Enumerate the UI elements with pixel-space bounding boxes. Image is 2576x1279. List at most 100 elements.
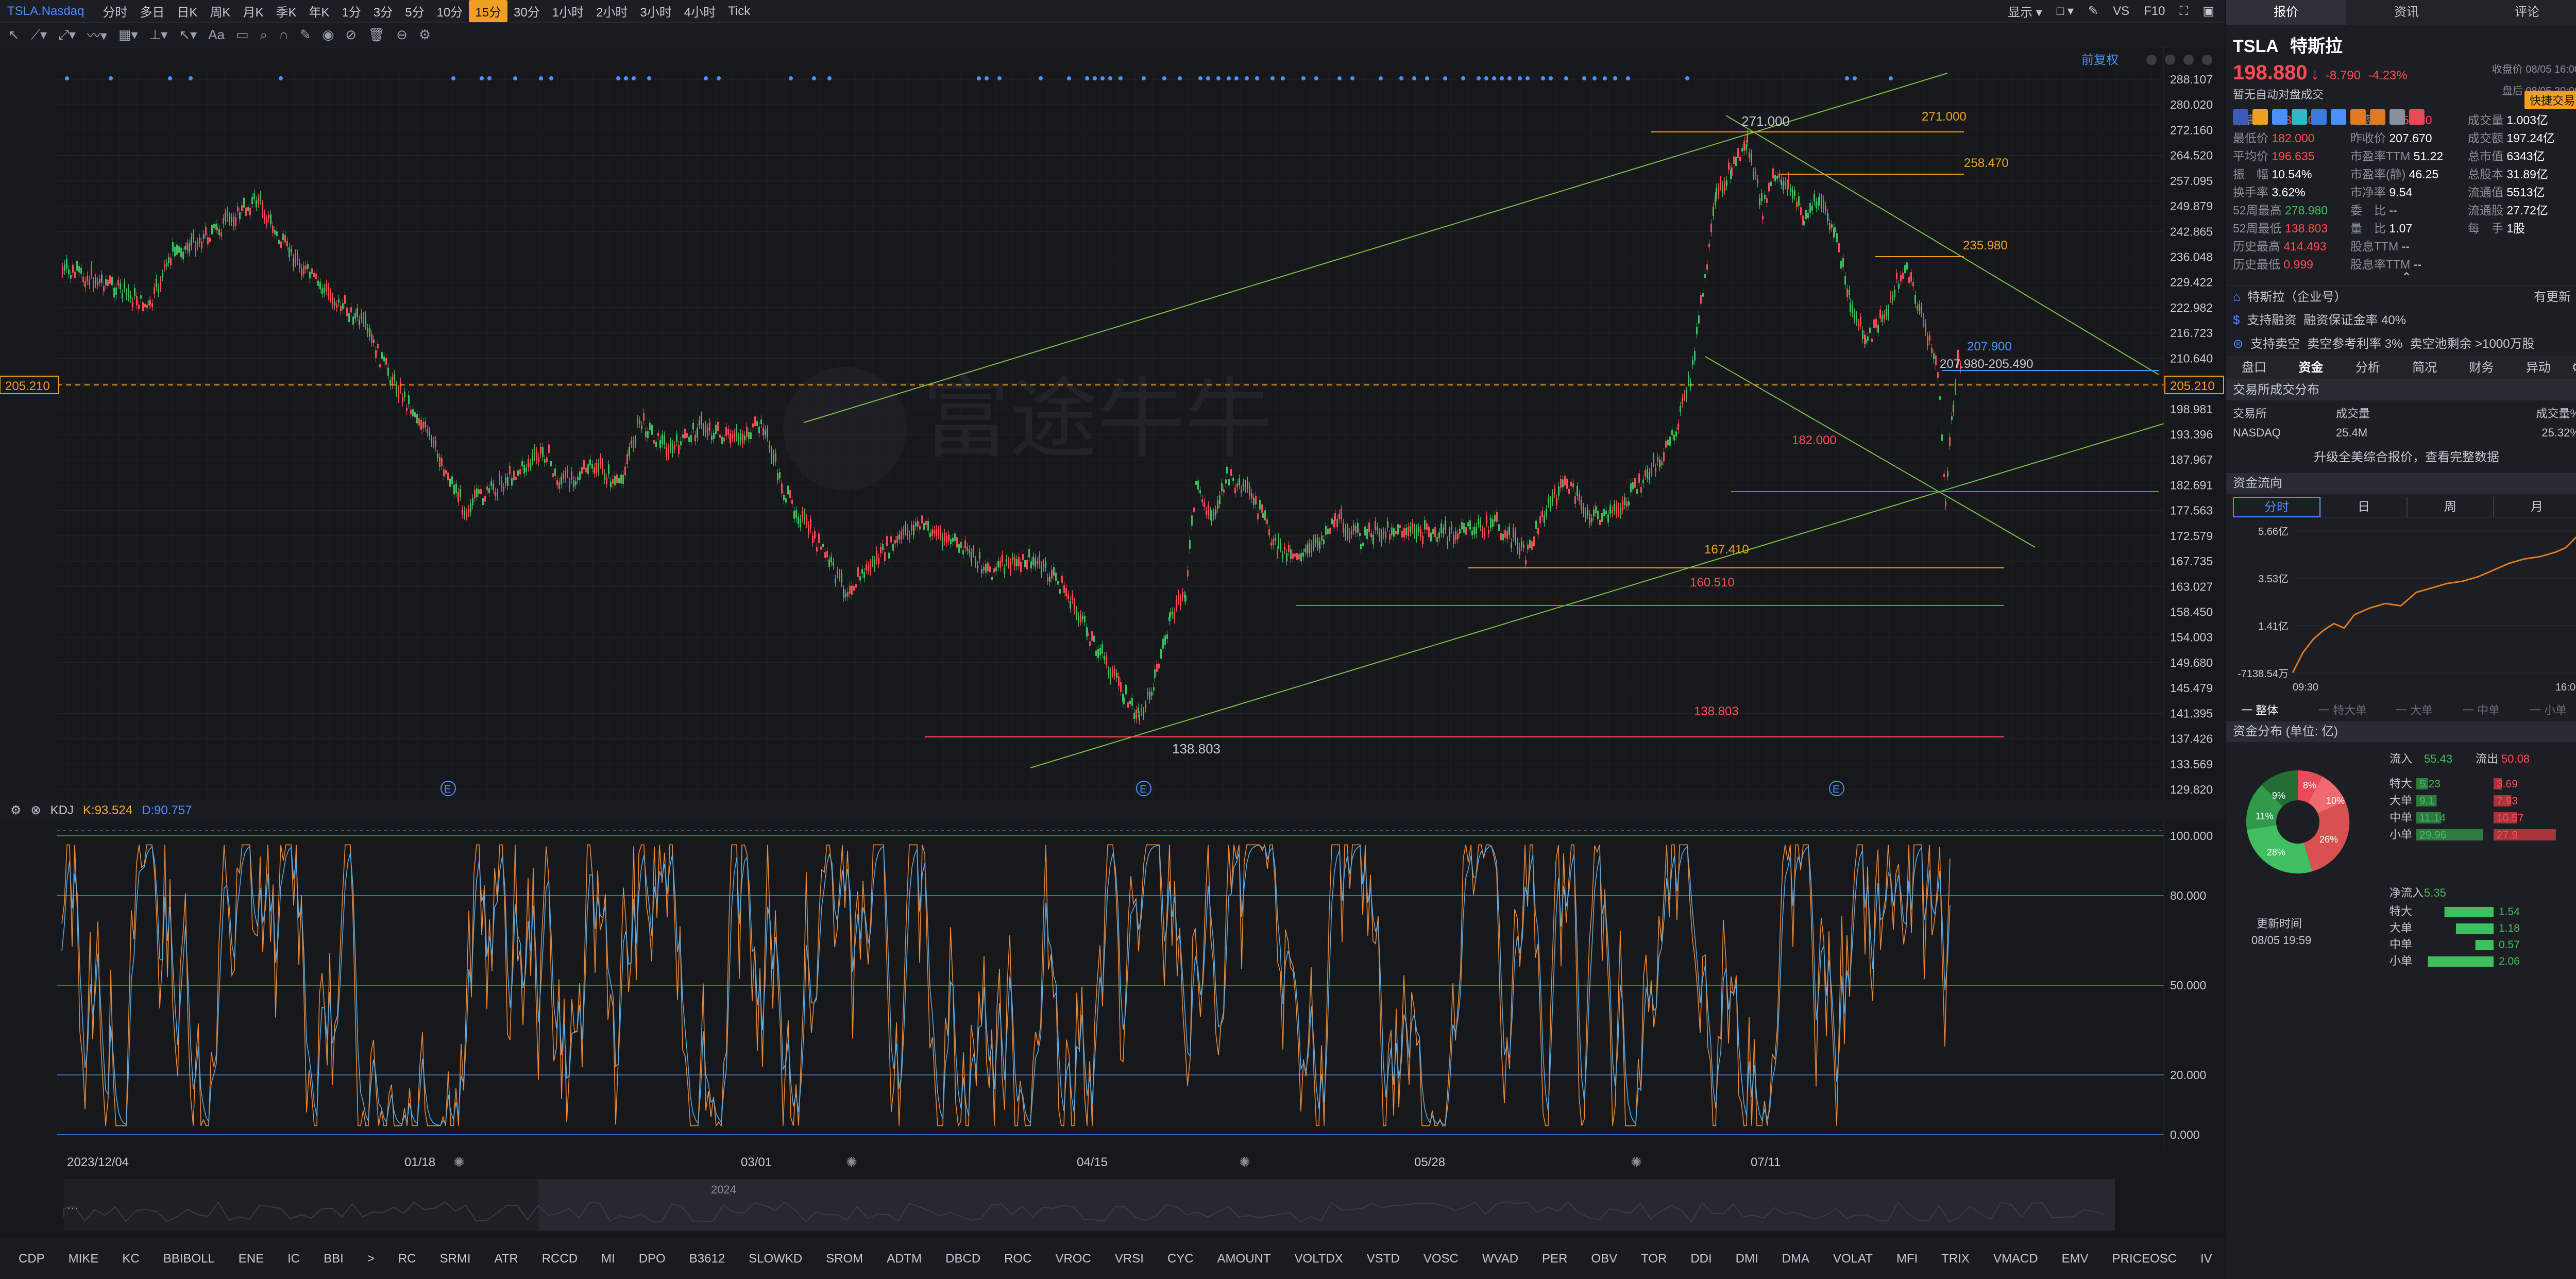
- event-dot[interactable]: [624, 76, 628, 80]
- tf-intraday[interactable]: 分时: [103, 6, 128, 20]
- chart-window-controls[interactable]: [2146, 55, 2212, 65]
- event-dot[interactable]: [1477, 76, 1481, 80]
- indicator-tor[interactable]: TOR: [1641, 1251, 1667, 1266]
- event-dot[interactable]: [985, 76, 989, 80]
- event-dot[interactable]: [1592, 76, 1597, 80]
- indicator-adtm[interactable]: ADTM: [887, 1251, 922, 1266]
- event-dot[interactable]: [704, 76, 708, 80]
- subtab-profile[interactable]: 简况: [2412, 361, 2437, 375]
- badge-icon[interactable]: [2252, 109, 2268, 125]
- indicator-vroc[interactable]: VROC: [1055, 1251, 1091, 1266]
- layout-menu[interactable]: □ ▾: [2056, 4, 2074, 18]
- tab-news[interactable]: 资讯: [2394, 5, 2419, 19]
- indicator-vmacd[interactable]: VMACD: [1993, 1251, 2038, 1266]
- indicator-b3612[interactable]: B3612: [689, 1251, 725, 1266]
- event-marker[interactable]: E: [440, 781, 456, 796]
- indicator-vrsi[interactable]: VRSI: [1114, 1251, 1144, 1266]
- tf-1m[interactable]: 1分: [342, 6, 361, 20]
- measure-tool-icon[interactable]: ⊥▾: [149, 27, 168, 42]
- indicator-obv[interactable]: OBV: [1591, 1251, 1618, 1266]
- event-marker[interactable]: E: [1829, 781, 1844, 796]
- price-chart[interactable]: 富途牛牛 271.000 271.000 258.470 235.980 207…: [0, 47, 2225, 800]
- event-dot[interactable]: [1206, 76, 1210, 80]
- indicator-kc[interactable]: KC: [122, 1251, 140, 1266]
- indicator-srmi[interactable]: SRMI: [439, 1251, 471, 1266]
- event-dot[interactable]: [1603, 76, 1607, 80]
- event-dot[interactable]: [647, 76, 651, 80]
- flow-chart[interactable]: 5.66亿 3.53亿 1.41亿 -7138.54万 09:30 16:00 …: [2226, 520, 2576, 721]
- indicator-ddi[interactable]: DDI: [1690, 1251, 1712, 1266]
- flow-tab-intraday[interactable]: 分时: [2233, 497, 2320, 517]
- event-dot[interactable]: [1314, 76, 1318, 80]
- navigator-left-handle[interactable]: ⋯: [67, 1202, 78, 1215]
- event-dot[interactable]: [539, 76, 543, 80]
- size-tab-small[interactable]: 一 小单: [2530, 704, 2567, 717]
- hide-icon[interactable]: ⊖: [396, 27, 408, 42]
- indicator-more-7[interactable]: >: [367, 1251, 375, 1266]
- pen-icon[interactable]: ✎: [2088, 4, 2099, 18]
- indicator-amount[interactable]: AMOUNT: [1217, 1251, 1271, 1266]
- indicator-rccd[interactable]: RCCD: [541, 1251, 578, 1266]
- settings-icon[interactable]: ⚙: [418, 27, 431, 42]
- event-dot[interactable]: [1350, 76, 1354, 80]
- tf-3h[interactable]: 3小时: [640, 6, 672, 20]
- event-dot[interactable]: [1484, 76, 1488, 80]
- kdj-name[interactable]: KDJ: [50, 803, 74, 817]
- indicator-dpo[interactable]: DPO: [638, 1251, 666, 1266]
- event-dot[interactable]: [616, 76, 620, 80]
- event-dot[interactable]: [1227, 76, 1231, 80]
- event-dot[interactable]: [189, 76, 193, 80]
- badge-icon[interactable]: [2311, 109, 2327, 125]
- event-dot[interactable]: [1234, 76, 1239, 80]
- event-dot[interactable]: [1853, 76, 1857, 80]
- subtab-funds[interactable]: 资金: [2298, 361, 2324, 375]
- event-dot[interactable]: [1281, 76, 1285, 80]
- indicator-cdp[interactable]: CDP: [19, 1251, 45, 1266]
- event-dot[interactable]: [1626, 76, 1630, 80]
- indicator-bbiboll[interactable]: BBIBOLL: [163, 1251, 215, 1266]
- tab-quote[interactable]: 报价: [2226, 0, 2346, 25]
- tf-1h[interactable]: 1小时: [552, 6, 584, 20]
- subtab-movements[interactable]: 异动: [2526, 361, 2551, 375]
- indicator-emv[interactable]: EMV: [2061, 1251, 2089, 1266]
- indicator-ic[interactable]: IC: [287, 1251, 300, 1266]
- event-dot[interactable]: [1178, 76, 1182, 80]
- event-dot[interactable]: [1067, 76, 1071, 80]
- indicator-bbi[interactable]: BBI: [324, 1251, 344, 1266]
- badge-icon[interactable]: [2389, 109, 2405, 125]
- event-dot[interactable]: [1685, 76, 1689, 80]
- symbol-label[interactable]: TSLA.Nasdaq: [7, 4, 84, 18]
- tf-quarterly[interactable]: 季K: [276, 6, 297, 20]
- event-dot[interactable]: [1270, 76, 1275, 80]
- navigator-window[interactable]: [538, 1179, 2115, 1231]
- event-dot[interactable]: [1093, 76, 1097, 80]
- subtab-orderbook[interactable]: 盘口: [2242, 361, 2267, 375]
- event-dot[interactable]: [451, 76, 455, 80]
- tf-5m[interactable]: 5分: [405, 6, 425, 20]
- indicator-voltdx[interactable]: VOLTDX: [1294, 1251, 1343, 1266]
- event-dot[interactable]: [1379, 76, 1383, 80]
- event-dot[interactable]: [1100, 76, 1105, 80]
- time-navigator[interactable]: 2024 ⋯: [0, 1176, 2225, 1238]
- event-dot[interactable]: [632, 76, 636, 80]
- event-dot[interactable]: [1500, 76, 1504, 80]
- event-dot[interactable]: [109, 76, 113, 80]
- kdj-chart[interactable]: 100.000 80.000 50.000 20.000 0.000: [0, 820, 2225, 1150]
- tf-30m[interactable]: 30分: [513, 6, 540, 20]
- event-dot[interactable]: [1845, 76, 1849, 80]
- quick-trade-button[interactable]: 快捷交易: [2524, 91, 2576, 109]
- tf-weekly[interactable]: 周K: [210, 6, 231, 20]
- fib-tool-icon[interactable]: ▦▾: [118, 27, 138, 42]
- zoom-icon[interactable]: ⌕: [260, 26, 268, 42]
- indicator-dmi[interactable]: DMI: [1735, 1251, 1758, 1266]
- badge-icon[interactable]: [2370, 109, 2385, 125]
- magnet-icon[interactable]: ∩: [279, 27, 289, 42]
- event-dot[interactable]: [65, 76, 69, 80]
- event-dot[interactable]: [513, 76, 517, 80]
- size-tab-large[interactable]: 一 大单: [2396, 704, 2433, 717]
- company-row[interactable]: ⌂ 特斯拉（企业号） 有更新 ›: [2226, 285, 2576, 309]
- trendline-channel-bottom[interactable]: [1705, 356, 2036, 548]
- event-dot[interactable]: [1039, 76, 1043, 80]
- indicator-roc[interactable]: ROC: [1004, 1251, 1032, 1266]
- fullscreen-icon[interactable]: ⛶: [2179, 4, 2189, 18]
